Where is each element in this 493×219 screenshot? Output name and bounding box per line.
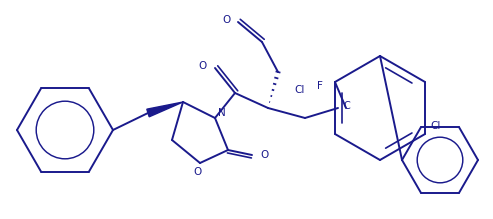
Text: O: O <box>223 15 231 25</box>
Text: C: C <box>343 101 350 111</box>
Text: O: O <box>260 150 268 160</box>
Text: Cl: Cl <box>430 121 440 131</box>
Text: O: O <box>194 167 202 177</box>
Polygon shape <box>147 102 183 117</box>
Text: O: O <box>199 61 207 71</box>
Text: Cl: Cl <box>295 85 305 95</box>
Text: N: N <box>218 108 226 118</box>
Text: F: F <box>317 81 323 91</box>
